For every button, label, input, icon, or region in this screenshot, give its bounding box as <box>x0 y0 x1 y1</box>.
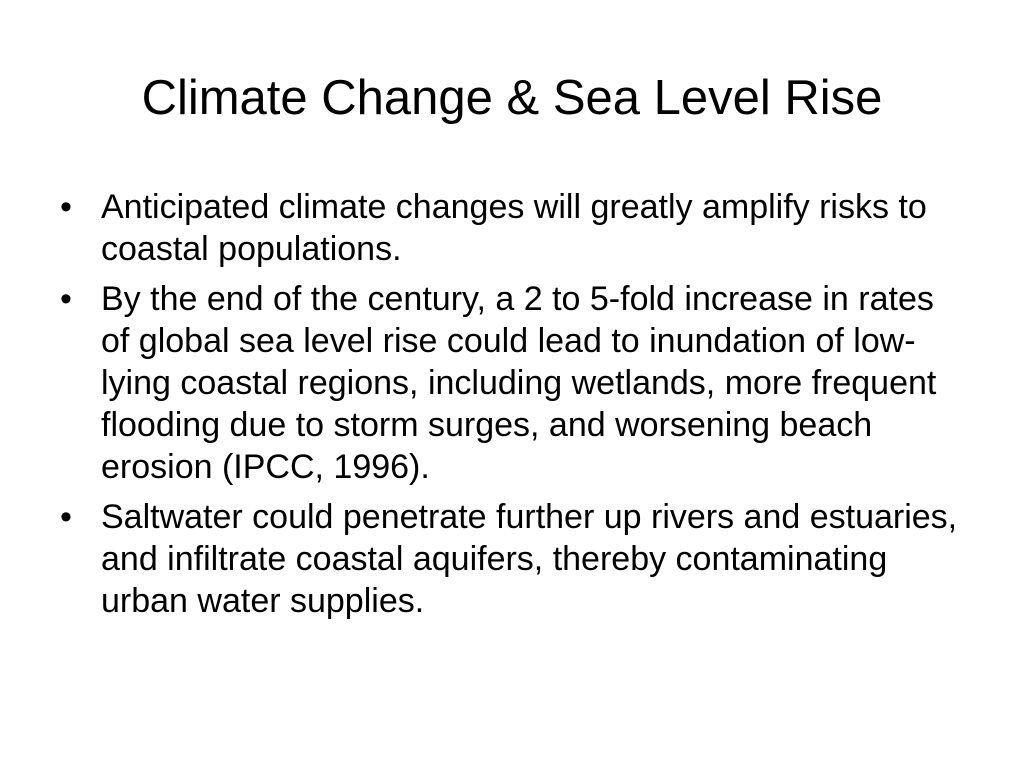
bullet-marker: • <box>60 498 72 536</box>
bullet-text: Anticipated climate changes will greatly… <box>101 188 927 268</box>
bullet-item: • Anticipated climate changes will great… <box>58 186 968 270</box>
bullet-marker: • <box>60 188 72 226</box>
bullet-marker: • <box>60 280 72 318</box>
bullet-item: • By the end of the century, a 2 to 5-fo… <box>58 278 968 488</box>
bullet-text: By the end of the century, a 2 to 5-fold… <box>101 280 937 486</box>
bullet-list: • Anticipated climate changes will great… <box>58 186 968 630</box>
bullet-text: Saltwater could penetrate further up riv… <box>101 498 958 620</box>
bullet-item: • Saltwater could penetrate further up r… <box>58 496 968 622</box>
slide-title: Climate Change & Sea Level Rise <box>141 71 883 125</box>
